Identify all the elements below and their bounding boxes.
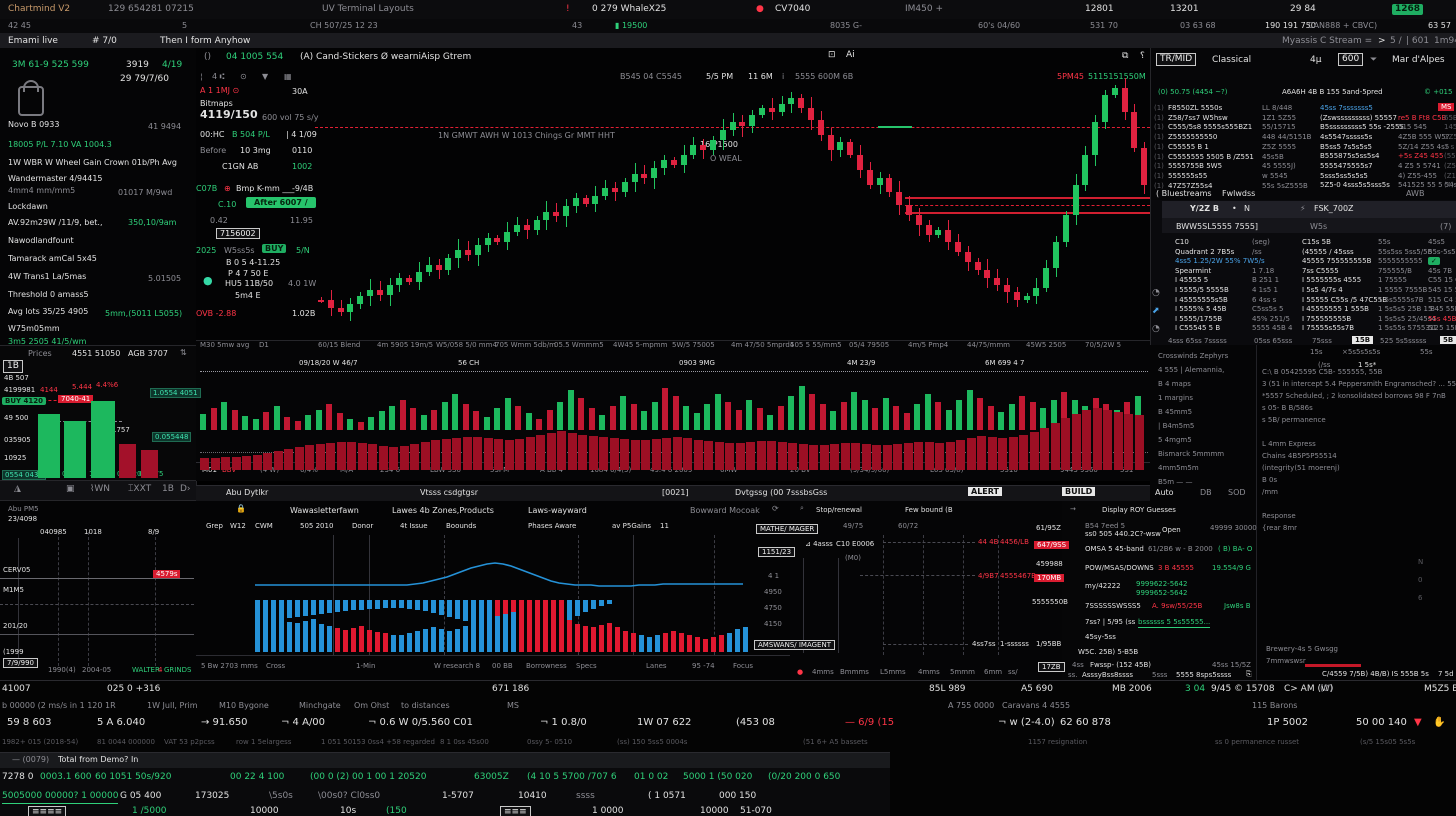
gridline xyxy=(714,535,715,655)
macd-axis xyxy=(196,655,790,656)
mid-list-panel xyxy=(1150,345,1256,680)
gridline xyxy=(923,535,924,655)
gridline xyxy=(444,535,445,655)
market-watch-panel xyxy=(0,48,197,345)
gridline xyxy=(860,575,975,576)
gridline xyxy=(883,535,884,655)
gridline xyxy=(333,535,334,655)
mini-whiteline xyxy=(58,421,122,422)
green-line-segment xyxy=(878,126,912,128)
red-level-1 xyxy=(905,197,1150,199)
gridline xyxy=(838,558,839,653)
gridline xyxy=(58,532,59,666)
red-level-dash xyxy=(905,205,1150,206)
gridline xyxy=(0,604,194,605)
gridline xyxy=(883,644,968,645)
gridline xyxy=(633,535,634,655)
dialog-subbar xyxy=(1162,218,1456,233)
volume-dotted-line xyxy=(200,371,1148,372)
terminal-rows-bg xyxy=(0,768,890,816)
grid2-panel xyxy=(790,501,1063,680)
gridline xyxy=(88,532,89,666)
gridline xyxy=(883,542,975,543)
gridline xyxy=(155,532,156,666)
gridline xyxy=(998,535,999,655)
dialog-titlebar[interactable] xyxy=(1162,201,1456,218)
gridline xyxy=(18,538,19,666)
gridline xyxy=(0,578,194,579)
progress-bar-red xyxy=(1305,664,1361,667)
left-grid-panel xyxy=(0,500,197,681)
chart-window xyxy=(196,48,1150,340)
gridline xyxy=(0,634,194,635)
gridline xyxy=(578,535,579,655)
far-right-panel xyxy=(1256,345,1456,680)
gridline xyxy=(369,535,370,655)
gridline xyxy=(803,558,804,653)
lock-shackle xyxy=(23,80,39,92)
gridline xyxy=(963,535,964,655)
red-level-2 xyxy=(905,212,1150,214)
